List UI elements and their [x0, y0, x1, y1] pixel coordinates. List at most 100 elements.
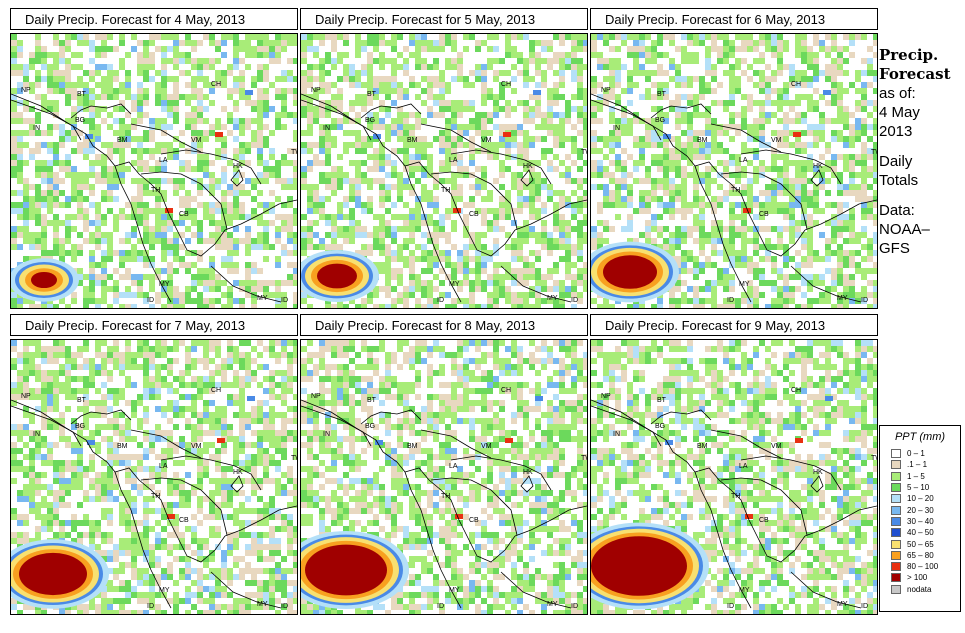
country-label: NP [311, 393, 321, 400]
country-label: ID [571, 297, 578, 304]
country-label: BM [407, 137, 418, 144]
country-label: VM [191, 137, 202, 144]
sidebar-title-2: Forecast [879, 65, 951, 83]
precip-map: NP BT BG IN CH BM VM LA TH CB MY ID MY ID TW HK [590, 33, 878, 309]
legend-swatch [891, 550, 901, 560]
country-label: MY [449, 587, 460, 594]
asof-label: as of: [879, 85, 916, 102]
totals-label: Totals [879, 172, 919, 189]
country-label: MY [257, 295, 268, 302]
country-label: MY [547, 295, 558, 302]
legend-swatch [891, 505, 901, 515]
data-label: Data: [879, 202, 915, 219]
daily-label: Daily [879, 153, 913, 170]
country-label: CH [211, 387, 221, 394]
country-label: BT [367, 91, 377, 98]
legend-label: 20 – 30 [907, 505, 934, 515]
country-label: TH [151, 493, 160, 500]
country-label: TH [731, 187, 740, 194]
legend-item: .1 – 1 [891, 459, 960, 470]
country-label: CB [179, 517, 189, 524]
country-label: MY [547, 601, 558, 608]
country-label: VM [771, 443, 782, 450]
country-label: TH [441, 187, 450, 194]
legend-label: 5 – 10 [907, 483, 930, 493]
country-label: CH [791, 387, 801, 394]
country-label: BT [657, 397, 667, 404]
country-label: CB [469, 211, 479, 218]
country-label: CH [791, 81, 801, 88]
country-label: NP [21, 393, 31, 400]
legend-label: 30 – 40 [907, 516, 934, 526]
country-label: TH [151, 187, 160, 194]
country-label: BT [657, 91, 667, 98]
country-label: IN [613, 431, 620, 438]
country-label: MY [449, 281, 460, 288]
country-label: BT [77, 91, 87, 98]
country-label: BG [75, 423, 85, 430]
country-label: TH [731, 493, 740, 500]
panel-title: Daily Precip. Forecast for 4 May, 2013 [10, 8, 298, 30]
country-label: VM [481, 137, 492, 144]
country-label: BG [365, 117, 375, 124]
precip-map: NP BT BG IN CH BM VM LA TH CB MY ID MY ID TW HK [10, 339, 298, 615]
country-label: BT [367, 397, 377, 404]
legend-label: 50 – 65 [907, 539, 934, 549]
legend-swatch [891, 471, 901, 481]
country-label: MY [159, 587, 170, 594]
legend-item: 50 – 65 [891, 538, 960, 549]
country-label: LA [739, 463, 748, 470]
legend-swatch [891, 528, 901, 538]
legend-title: PPT (mm) [894, 431, 946, 443]
country-label: BG [75, 117, 85, 124]
legend-item: nodata [891, 584, 960, 595]
precip-map: NP BT BG IN CH BM VM LA TH CB MY ID MY ID TW HK [10, 33, 298, 309]
country-label: IN [323, 431, 330, 438]
legend-label: 65 – 80 [907, 550, 934, 560]
country-label: ID [727, 603, 734, 610]
legend-item: 40 – 50 [891, 527, 960, 538]
panel-title: Daily Precip. Forecast for 7 May, 2013 [10, 314, 298, 336]
country-label: IN [33, 125, 40, 132]
panel-title: Daily Precip. Forecast for 6 May, 2013 [590, 8, 878, 30]
country-label: CB [179, 211, 189, 218]
panel-title: Daily Precip. Forecast for 8 May, 2013 [300, 314, 588, 336]
country-label: MY [739, 587, 750, 594]
legend-label: nodata [907, 584, 932, 594]
precip-map: NP BT BG IN CH BM VM LA TH CB MY ID MY ID TW HK [300, 339, 588, 615]
country-label: TW [581, 455, 587, 462]
sidebar-title: Precip. [879, 46, 939, 64]
legend-item: > 100 [891, 572, 960, 583]
country-label: CB [759, 517, 769, 524]
legend-item: 10 – 20 [891, 493, 960, 504]
country-label: TW [291, 149, 297, 156]
country-label: NP [601, 393, 611, 400]
legend-label: 40 – 50 [907, 528, 934, 538]
country-label: BG [655, 117, 665, 124]
legend-item: 5 – 10 [891, 482, 960, 493]
panel-title: Daily Precip. Forecast for 9 May, 2013 [590, 314, 878, 336]
legend-swatch [891, 460, 901, 470]
country-label: BT [77, 397, 87, 404]
legend-label: > 100 [907, 573, 928, 583]
country-label: HK [813, 469, 823, 476]
legend-item: 65 – 80 [891, 550, 960, 561]
country-label: TW [871, 455, 877, 462]
country-label: LA [739, 157, 748, 164]
legend-item: 20 – 30 [891, 504, 960, 515]
country-label: LA [159, 157, 168, 164]
country-label: VM [771, 137, 782, 144]
country-label: MY [257, 601, 268, 608]
country-label: BM [117, 443, 128, 450]
country-label: IN [613, 125, 620, 132]
country-label: ID [281, 297, 288, 304]
country-label: CH [211, 81, 221, 88]
legend-item: 30 – 40 [891, 516, 960, 527]
country-label: CH [501, 81, 511, 88]
data-source-2: GFS [879, 240, 910, 257]
legend-swatch [891, 516, 901, 526]
legend-swatch [891, 494, 901, 504]
country-label: HK [233, 469, 243, 476]
data-source-1: NOAA– [879, 221, 930, 238]
